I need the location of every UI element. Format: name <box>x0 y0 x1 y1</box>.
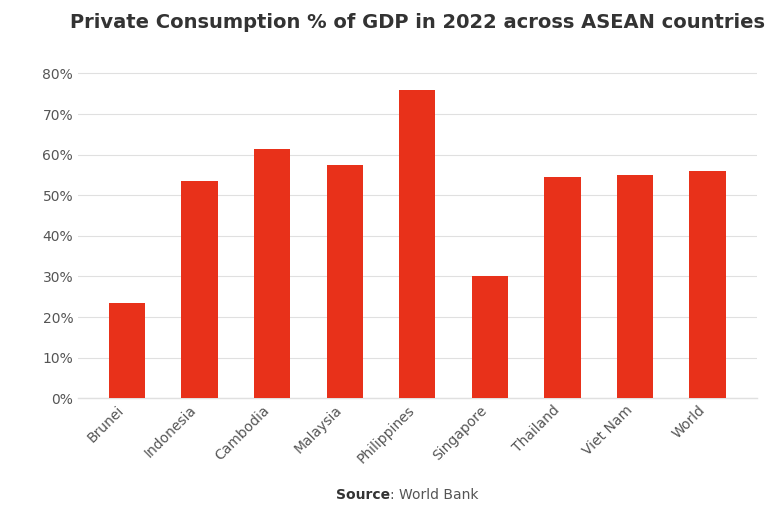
Bar <box>690 171 725 398</box>
Bar <box>472 277 508 398</box>
Bar <box>617 175 653 398</box>
Bar <box>254 149 290 398</box>
Bar <box>327 165 363 398</box>
Bar <box>182 181 218 398</box>
Text: : World Bank: : World Bank <box>390 488 478 502</box>
Bar <box>109 303 145 398</box>
Text: Source: Source <box>336 488 390 502</box>
Bar <box>399 90 435 398</box>
Title: Private Consumption % of GDP in 2022 across ASEAN countries: Private Consumption % of GDP in 2022 acr… <box>69 13 765 32</box>
Bar <box>544 177 580 398</box>
